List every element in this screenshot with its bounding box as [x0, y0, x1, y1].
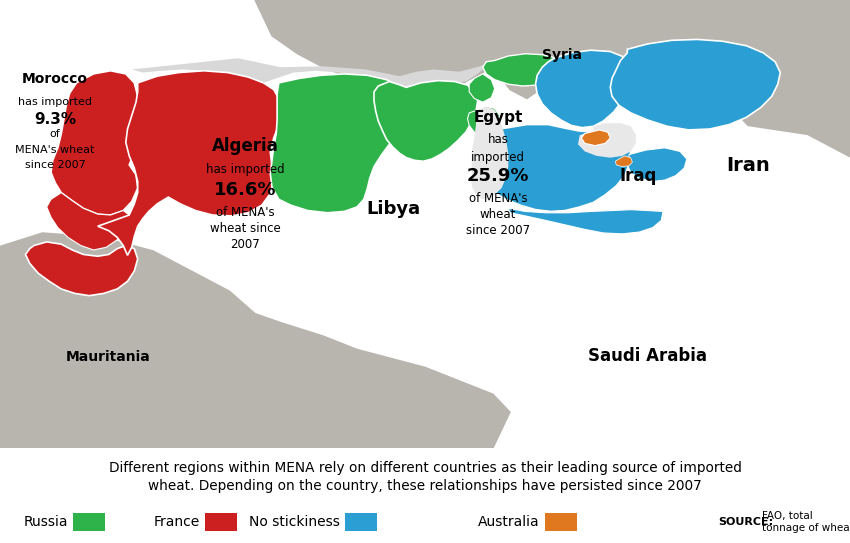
Text: wheat since: wheat since — [210, 222, 280, 235]
Text: wheat: wheat — [479, 208, 516, 221]
Text: Egypt: Egypt — [473, 110, 523, 125]
Text: 25.9%: 25.9% — [467, 167, 530, 185]
Text: 16.6%: 16.6% — [213, 181, 276, 199]
Text: Morocco: Morocco — [22, 72, 88, 86]
Polygon shape — [374, 80, 478, 161]
Text: of: of — [49, 129, 60, 140]
FancyBboxPatch shape — [205, 513, 237, 531]
Text: Saudi Arabia: Saudi Arabia — [588, 348, 707, 365]
Polygon shape — [469, 74, 495, 102]
Text: Australia: Australia — [479, 515, 540, 529]
FancyBboxPatch shape — [345, 513, 377, 531]
Polygon shape — [536, 50, 631, 128]
Text: FAO, total
tonnage of wheat exported: FAO, total tonnage of wheat exported — [762, 511, 850, 533]
Text: Russia: Russia — [24, 515, 68, 529]
Text: has imported: has imported — [18, 97, 92, 107]
Text: 2007: 2007 — [230, 238, 260, 251]
Text: MENA's wheat: MENA's wheat — [15, 145, 94, 155]
Polygon shape — [615, 156, 632, 167]
Text: SOURCE:: SOURCE: — [718, 517, 774, 527]
Text: of MENA's: of MENA's — [468, 192, 527, 205]
Text: Algeria: Algeria — [212, 137, 278, 155]
Text: since 2007: since 2007 — [25, 160, 85, 170]
Text: No stickiness: No stickiness — [249, 515, 340, 529]
Text: Mauritania: Mauritania — [65, 350, 150, 364]
Text: since 2007: since 2007 — [466, 224, 530, 237]
Polygon shape — [581, 130, 610, 146]
Text: Syria: Syria — [542, 48, 582, 62]
Polygon shape — [0, 233, 510, 448]
FancyBboxPatch shape — [545, 513, 577, 531]
Polygon shape — [483, 54, 563, 86]
Text: imported: imported — [471, 151, 525, 164]
Text: Iraq: Iraq — [620, 167, 657, 185]
Text: has imported: has imported — [206, 163, 284, 176]
Text: has: has — [488, 132, 508, 146]
Text: Iran: Iran — [726, 156, 770, 175]
Text: Libya: Libya — [366, 200, 420, 218]
Text: 9.3%: 9.3% — [34, 112, 76, 127]
Polygon shape — [132, 58, 495, 92]
Polygon shape — [255, 0, 850, 157]
Text: Different regions within MENA rely on different countries as their leading sourc: Different regions within MENA rely on di… — [109, 461, 741, 494]
Polygon shape — [51, 71, 144, 215]
Text: France: France — [154, 515, 200, 529]
Polygon shape — [578, 123, 636, 157]
Polygon shape — [610, 40, 780, 130]
Polygon shape — [98, 71, 280, 255]
Polygon shape — [468, 106, 500, 134]
FancyBboxPatch shape — [73, 513, 105, 531]
Polygon shape — [270, 74, 406, 213]
Polygon shape — [472, 106, 508, 199]
Polygon shape — [47, 193, 129, 250]
Polygon shape — [627, 148, 687, 181]
Polygon shape — [472, 124, 631, 211]
Polygon shape — [508, 209, 663, 234]
Text: of MENA's: of MENA's — [216, 206, 275, 219]
Polygon shape — [26, 242, 138, 295]
